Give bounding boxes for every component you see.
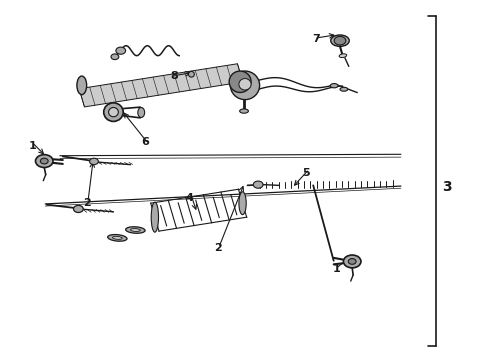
Ellipse shape [108,234,127,241]
Ellipse shape [240,109,248,113]
Ellipse shape [125,227,145,233]
Ellipse shape [109,108,118,117]
Text: 1: 1 [29,141,37,151]
Circle shape [90,158,98,165]
Ellipse shape [331,35,349,46]
Ellipse shape [229,71,251,93]
Ellipse shape [230,71,260,100]
Circle shape [343,255,361,268]
Text: 4: 4 [185,193,193,203]
Text: 3: 3 [442,180,452,194]
Circle shape [74,205,83,212]
Ellipse shape [239,192,246,215]
Text: 5: 5 [302,168,310,178]
Ellipse shape [130,229,140,231]
Ellipse shape [151,202,159,232]
Circle shape [116,47,125,54]
Circle shape [253,181,263,188]
Ellipse shape [77,76,87,95]
Ellipse shape [113,237,122,239]
Circle shape [35,155,53,167]
Text: 2: 2 [83,198,91,208]
Text: 8: 8 [171,71,178,81]
Ellipse shape [340,87,348,91]
Text: 1: 1 [333,264,341,274]
Text: 6: 6 [141,138,149,148]
Text: 7: 7 [312,34,319,44]
Circle shape [334,36,346,45]
Ellipse shape [330,84,338,88]
Circle shape [40,158,48,164]
Circle shape [348,258,356,264]
Ellipse shape [339,54,347,58]
Polygon shape [79,64,243,107]
Ellipse shape [138,108,145,117]
Ellipse shape [189,71,195,77]
Text: 2: 2 [214,243,222,253]
Circle shape [111,54,119,60]
Ellipse shape [239,78,251,90]
Ellipse shape [104,103,123,121]
